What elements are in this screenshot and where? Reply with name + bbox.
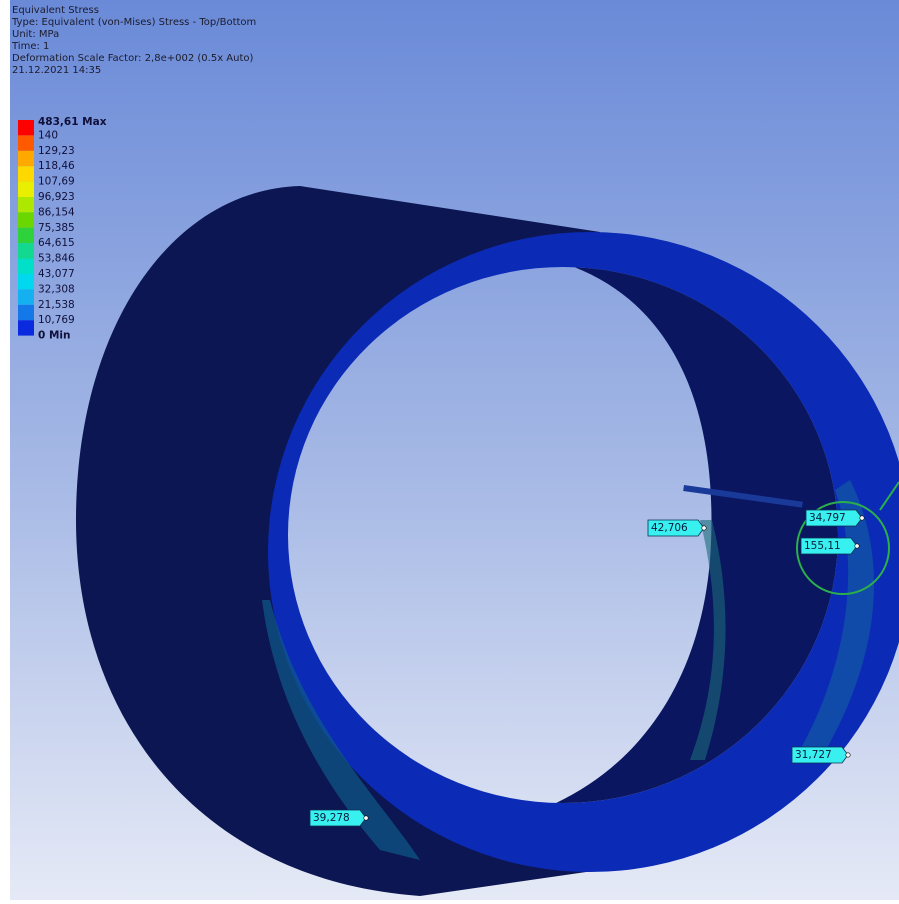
probe-label: 39,278: [313, 812, 350, 824]
header-line: 21.12.2021 14:35: [12, 65, 101, 76]
legend-label: 96,923: [38, 191, 75, 203]
legend-swatch: [18, 320, 34, 336]
probe-point: [363, 815, 369, 821]
probe-box: [805, 509, 863, 527]
legend-swatch: [18, 212, 34, 228]
legend-swatch: [18, 120, 34, 136]
legend-label: 53,846: [38, 253, 75, 265]
highlight-circle: [796, 501, 890, 595]
legend-label: 483,61 Max: [38, 116, 107, 128]
probes: 42,706 34,797 155,11 31,727 39,278: [309, 509, 865, 827]
legend-swatch: [18, 289, 34, 305]
legend-label: 32,308: [38, 283, 75, 295]
legend-swatch: [18, 304, 34, 321]
legend-swatch: [18, 227, 34, 244]
legend-label: 86,154: [38, 206, 75, 218]
probe-box: [800, 537, 858, 555]
stress-zone: [690, 520, 726, 760]
probe-box: [647, 519, 705, 537]
probe-point: [701, 525, 707, 531]
legend-label: 107,69: [38, 176, 75, 188]
highlight-leader: [879, 481, 899, 511]
probe-label: 31,727: [795, 749, 832, 761]
legend-swatch: [18, 166, 34, 182]
probe-label: 34,797: [809, 512, 846, 524]
legend-label: 129,23: [38, 145, 75, 157]
stress-zone: [800, 480, 874, 760]
header-line: Deformation Scale Factor: 2,8e+002 (0.5x…: [12, 53, 254, 64]
header-line: Equivalent Stress: [12, 5, 99, 16]
legend-label: 75,385: [38, 222, 75, 234]
bracket: [683, 485, 803, 508]
legend-swatch: [18, 197, 34, 213]
legend-swatch: [18, 274, 34, 290]
legend-label: 140: [38, 129, 58, 141]
probe-box: [309, 809, 367, 827]
legend-swatch: [18, 243, 34, 259]
header-line: Unit: MPa: [12, 29, 59, 40]
probe-box: [791, 746, 849, 764]
legend-label: 64,615: [38, 237, 75, 249]
probe-label: 155,11: [804, 540, 841, 552]
legend-label: 0 Min: [38, 330, 70, 342]
legend-label: 10,769: [38, 314, 75, 326]
legend-label: 21,538: [38, 299, 75, 311]
legend-swatch: [18, 181, 34, 197]
header-line: Type: Equivalent (von-Mises) Stress - To…: [11, 17, 256, 28]
header-line: Time: 1: [11, 41, 49, 52]
legend-swatch: [18, 258, 34, 274]
legend-label: 43,077: [38, 268, 75, 280]
inner-wall: [540, 267, 838, 803]
probe-point: [854, 543, 860, 549]
probe-point: [845, 752, 851, 758]
probe-point: [859, 515, 865, 521]
legend-swatch: [18, 150, 34, 167]
probe-label: 42,706: [651, 522, 688, 534]
legend-swatch: [18, 135, 34, 151]
legend-label: 118,46: [38, 160, 75, 172]
